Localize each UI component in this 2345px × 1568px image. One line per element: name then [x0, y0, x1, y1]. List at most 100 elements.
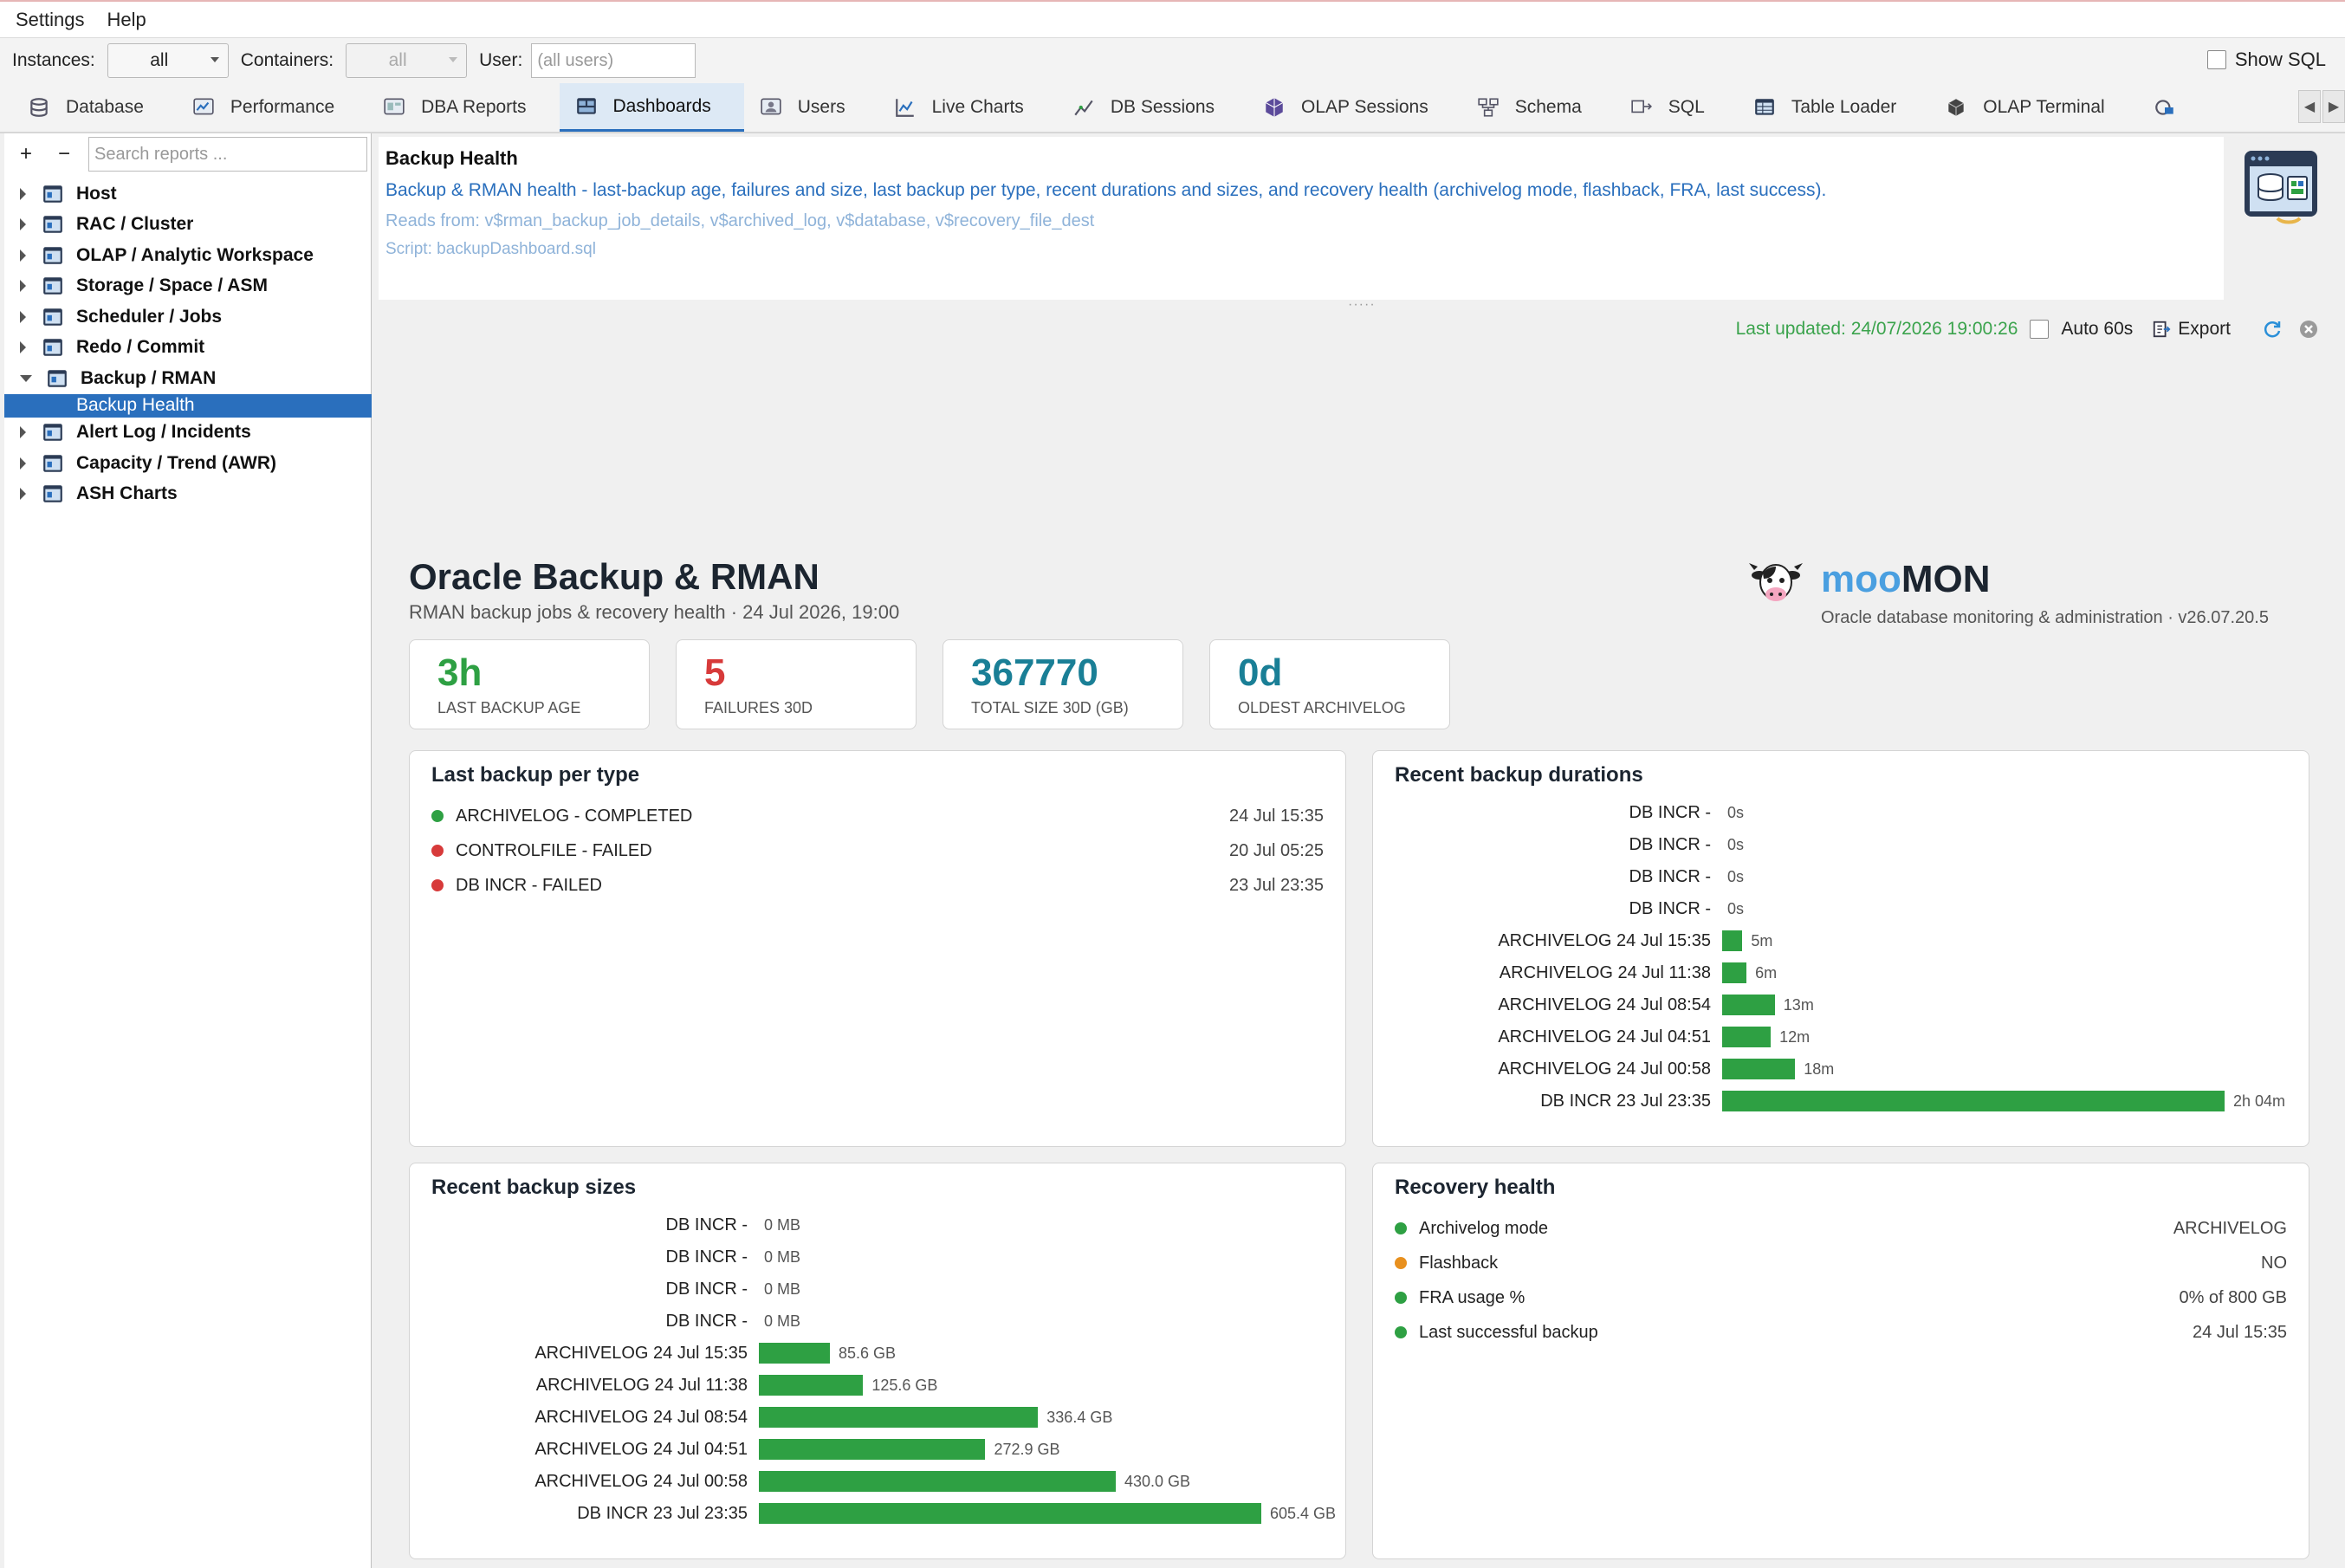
- tab-overflow[interactable]: [2138, 83, 2178, 132]
- show-sql-toggle[interactable]: Show SQL: [2206, 49, 2326, 71]
- bar-value-label: 13m: [1783, 996, 1814, 1014]
- kpi-label: FAILURES 30D: [704, 699, 813, 716]
- dashboard-subtitle: RMAN backup jobs & recovery health · 24 …: [409, 601, 900, 623]
- containers-select[interactable]: all: [346, 43, 468, 78]
- instances-select[interactable]: all: [107, 43, 229, 78]
- tab-live-charts[interactable]: Live Charts: [878, 83, 1057, 132]
- bar-label: DB INCR -: [665, 1215, 748, 1234]
- report-folder-icon: [43, 339, 62, 356]
- refresh-button[interactable]: [2260, 317, 2284, 341]
- bar-value-label: 0 MB: [764, 1248, 801, 1266]
- kpi-value: 5: [704, 651, 726, 694]
- user-label: User:: [479, 50, 523, 70]
- tree-node-capacity[interactable]: Capacity / Trend (AWR): [4, 448, 371, 479]
- status-dot: [431, 845, 444, 857]
- bar: [759, 1407, 1039, 1428]
- auto-refresh-toggle[interactable]: Auto 60s: [2030, 319, 2133, 340]
- tree-node-redo[interactable]: Redo / Commit: [4, 333, 371, 364]
- menu-bar: Settings Help: [0, 0, 2345, 38]
- show-sql-checkbox[interactable]: [2206, 50, 2226, 69]
- auto-refresh-checkbox[interactable]: [2030, 320, 2050, 339]
- export-icon: [2154, 321, 2171, 338]
- instances-label: Instances:: [12, 50, 95, 70]
- tree-toolbar: + −: [4, 133, 371, 175]
- brand-mon: MON: [1901, 558, 1991, 600]
- kpi-failures-30d: 5 FAILURES 30D: [676, 639, 917, 729]
- export-button[interactable]: Export: [2152, 319, 2231, 340]
- bar-value-label: 336.4 GB: [1046, 1409, 1113, 1426]
- tree-node-alert-log[interactable]: Alert Log / Incidents: [4, 418, 371, 449]
- bar-label: ARCHIVELOG 24 Jul 08:54: [534, 1408, 748, 1427]
- bar-row: DB INCR - 0s: [1373, 797, 2310, 829]
- user-input[interactable]: [531, 43, 696, 78]
- tab-dashboards[interactable]: Dashboards: [559, 83, 744, 132]
- tree-node-host[interactable]: Host: [4, 178, 371, 210]
- bar: [759, 1471, 1116, 1492]
- menu-help[interactable]: Help: [107, 8, 146, 30]
- recovery-label: FRA usage %: [1419, 1287, 1526, 1307]
- bar: [1722, 962, 1747, 983]
- report-description: Backup & RMAN health - last-backup age, …: [385, 180, 1827, 200]
- export-label: Export: [2178, 319, 2231, 339]
- tab-users[interactable]: Users: [744, 83, 878, 132]
- expand-icon[interactable]: [20, 280, 26, 293]
- expand-icon[interactable]: [20, 457, 26, 470]
- list-item: DB INCR - FAILED 23 Jul 23:35: [431, 868, 1324, 903]
- kpi-value: 3h: [437, 651, 483, 694]
- tab-olap-sessions[interactable]: OLAP Sessions: [1247, 83, 1461, 132]
- tree-node-rac-cluster[interactable]: RAC / Cluster: [4, 210, 371, 241]
- tree-node-backup-rman[interactable]: Backup / RMAN: [4, 363, 371, 394]
- tab-label: Table Loader: [1791, 97, 1897, 117]
- kpi-label: OLDEST ARCHIVELOG: [1238, 699, 1406, 716]
- menu-settings[interactable]: Settings: [16, 8, 85, 30]
- tree-leaf-backup-health[interactable]: Backup Health: [4, 393, 372, 418]
- add-report-button[interactable]: +: [20, 142, 33, 165]
- list-item: ARCHIVELOG - COMPLETED 24 Jul 15:35: [431, 799, 1324, 833]
- sizes-card: Recent backup sizes DB INCR -0 MB DB INCR…: [409, 1163, 1346, 1559]
- scroll-left-icon[interactable]: ◀: [2298, 90, 2321, 123]
- tab-dba-reports[interactable]: DBA Reports: [367, 83, 559, 132]
- bar: [759, 1343, 830, 1364]
- tab-performance[interactable]: Performance: [177, 83, 367, 132]
- splitter-handle[interactable]: ·····: [1348, 297, 1376, 312]
- tab-table-loader[interactable]: Table Loader: [1738, 83, 1929, 132]
- expand-icon[interactable]: [20, 310, 26, 323]
- tree-node-storage[interactable]: Storage / Space / ASM: [4, 271, 371, 302]
- expand-icon[interactable]: [20, 218, 26, 231]
- scroll-right-icon[interactable]: ▶: [2322, 90, 2345, 123]
- remove-report-button[interactable]: −: [58, 142, 71, 165]
- bar-value-label: 430.0 GB: [1124, 1473, 1191, 1490]
- tree-node-label: ASH Charts: [76, 483, 178, 504]
- tree-node-ash-charts[interactable]: ASH Charts: [4, 479, 371, 510]
- search-reports-input[interactable]: [88, 137, 367, 172]
- close-button[interactable]: [2296, 317, 2321, 341]
- bar-row: DB INCR - 0 MB: [410, 1306, 1347, 1338]
- dashboard-icon: [573, 94, 599, 120]
- expand-icon[interactable]: [20, 426, 26, 439]
- tab-db-sessions[interactable]: DB Sessions: [1057, 83, 1247, 132]
- bar-value-label: 0s: [1727, 868, 1745, 885]
- tab-sql[interactable]: SQL: [1615, 83, 1738, 132]
- tab-scroll-buttons: ◀ ▶: [2298, 90, 2345, 123]
- kpi-value: 0d: [1238, 651, 1283, 694]
- expand-icon[interactable]: [20, 488, 26, 501]
- expand-icon[interactable]: [20, 187, 26, 200]
- bar-row: ARCHIVELOG 24 Jul 04:51 12m: [1373, 1021, 2310, 1053]
- bar-row: DB INCR - 0 MB: [410, 1273, 1347, 1306]
- bar: [1722, 930, 1743, 951]
- bar-label: ARCHIVELOG 24 Jul 00:58: [534, 1472, 748, 1491]
- tab-database[interactable]: Database: [12, 83, 177, 132]
- kpi-label: LAST BACKUP AGE: [437, 699, 581, 716]
- tab-olap-terminal[interactable]: OLAP Terminal: [1929, 83, 2137, 132]
- collapse-icon[interactable]: [20, 374, 32, 382]
- bar-label: ARCHIVELOG 24 Jul 08:54: [1498, 995, 1711, 1014]
- recovery-label: Flashback: [1419, 1253, 1499, 1273]
- tree-leaf-label: Backup Health: [76, 395, 195, 415]
- cow-logo-icon: [1749, 563, 1803, 601]
- tree-node-olap[interactable]: OLAP / Analytic Workspace: [4, 240, 371, 271]
- tree-node-scheduler[interactable]: Scheduler / Jobs: [4, 301, 371, 333]
- tab-schema[interactable]: Schema: [1461, 83, 1615, 132]
- status-dot: [1395, 1222, 1407, 1234]
- expand-icon[interactable]: [20, 249, 26, 262]
- expand-icon[interactable]: [20, 341, 26, 354]
